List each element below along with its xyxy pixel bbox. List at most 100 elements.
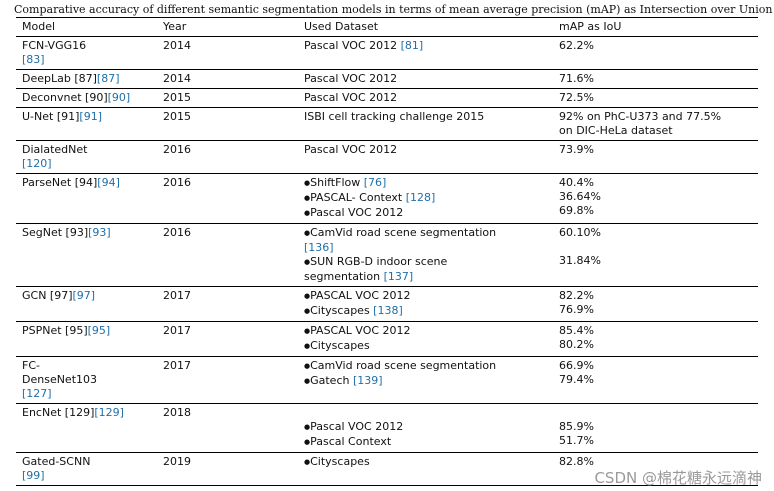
citation-link[interactable]: [87]	[96, 72, 120, 85]
citation-link[interactable]: [120]	[22, 157, 52, 170]
model-line: Deconvnet [90][90]	[22, 91, 151, 105]
map-cell: 92% on PhC-U373 and 77.5% on DIC-HeLa dat…	[553, 107, 758, 141]
map-value: 51.7%	[559, 434, 594, 447]
model-line: ParseNet [94][94]	[22, 176, 151, 190]
model-cell: FCN-VGG16 [83]	[16, 36, 157, 70]
citation-link[interactable]: [83]	[22, 53, 45, 66]
year-cell: 2016	[157, 223, 298, 287]
year-cell: 2015	[157, 88, 298, 108]
dataset-name: PASCAL- Context	[310, 191, 406, 204]
dataset-item: Pascal VOC 2012 [81]	[304, 39, 547, 53]
citation-link[interactable]: [99]	[22, 469, 45, 482]
model-line: EncNet [129][129]	[22, 406, 151, 420]
model-cell: SegNet [93][93]	[16, 223, 157, 287]
citation-link[interactable]: [136]	[304, 241, 334, 254]
model-name: DeepLab [87]	[22, 72, 97, 85]
map-value: on DIC-HeLa dataset	[559, 124, 673, 137]
dataset-cell: PASCAL VOC 2012 Cityscapes	[298, 321, 553, 357]
dataset-cell: Pascal VOC 2012 Pascal Context	[298, 403, 553, 453]
dataset-name: Pascal Context	[310, 435, 392, 448]
citation-link[interactable]: [94]	[97, 176, 120, 189]
model-line: Gated-SCNN	[22, 455, 91, 468]
dataset-name: segmentation	[304, 270, 384, 283]
model-line: [83]	[22, 53, 151, 67]
model-cell: DeepLab [87][87]	[16, 69, 157, 89]
map-cell: 72.5%	[553, 88, 758, 108]
citation-link[interactable]: [90]	[107, 91, 131, 104]
dataset-name: Gatech	[310, 374, 353, 387]
dataset-name: Pascal VOC 2012	[304, 91, 398, 104]
dataset-item: ShiftFlow [76]	[304, 176, 547, 191]
dataset-name: Pascal VOC 2012	[310, 420, 404, 433]
citation-link[interactable]: [81]	[400, 39, 424, 52]
citation-link[interactable]: [93]	[88, 226, 111, 239]
dataset-item: SUN RGB-D indoor scene	[304, 255, 547, 270]
map-cell: 66.9% 79.4%	[553, 356, 758, 404]
model-line: [127]	[22, 387, 151, 401]
citation-link[interactable]: [127]	[22, 387, 52, 400]
blank-line	[304, 406, 547, 420]
model-cell: Gated-SCNN [99]	[16, 452, 157, 486]
citation-link[interactable]: [137]	[383, 270, 414, 283]
citation-link[interactable]: [139]	[352, 374, 383, 387]
dataset-item: ISBI cell tracking challenge 2015	[304, 110, 547, 124]
model-name: EncNet [129]	[22, 406, 95, 419]
blank-line	[559, 240, 752, 254]
map-value: 85.4%	[559, 324, 594, 337]
year-cell: 2017	[157, 356, 298, 404]
model-line: FCN-VGG16	[22, 39, 87, 52]
dataset-name: CamVid road scene segmentation	[310, 359, 497, 372]
citation-link[interactable]: [138]	[373, 304, 403, 317]
citation-link[interactable]: [128]	[405, 191, 436, 204]
citation-link[interactable]: [95]	[87, 324, 111, 337]
map-value: 60.10%	[559, 226, 601, 239]
dataset-item: PASCAL VOC 2012	[304, 324, 547, 339]
model-cell: U-Net [91][91]	[16, 107, 157, 141]
model-line: DenseNet103	[22, 373, 98, 386]
watermark: CSDN @棉花糖永远滴神	[594, 469, 762, 487]
dataset-cell: Cityscapes	[298, 452, 553, 486]
dataset-item: Pascal VOC 2012	[304, 143, 547, 157]
year-cell: 2016	[157, 140, 298, 174]
year-cell: 2014	[157, 69, 298, 89]
citation-link[interactable]: [76]	[363, 176, 387, 189]
model-line: SegNet [93][93]	[22, 226, 151, 240]
table-row: DialatedNet [120] 2016 Pascal VOC 2012 73.9%	[16, 140, 758, 174]
map-cell: 60.10% 31.84%	[553, 223, 758, 287]
map-value: 36.64%	[559, 190, 601, 203]
model-cell: ParseNet [94][94]	[16, 173, 157, 224]
citation-link[interactable]: [97]	[72, 289, 96, 302]
year-cell: 2017	[157, 321, 298, 357]
model-line: [99]	[22, 469, 151, 483]
dataset-cell: CamVid road scene segmentation Gatech [13…	[298, 356, 553, 404]
dataset-name: CamVid road scene segmentation	[310, 226, 497, 239]
year-cell: 2017	[157, 286, 298, 322]
dataset-cell: Pascal VOC 2012 [81]	[298, 36, 553, 70]
table-row: EncNet [129][129]2018Pascal VOC 2012Pasc…	[16, 403, 758, 453]
model-name: Deconvnet [90]	[22, 91, 108, 104]
dataset-item: PASCAL- Context [128]	[304, 191, 547, 206]
map-value: 76.9%	[559, 303, 594, 316]
table-row: PSPNet [95][95] 2017 PASCAL VOC 2012 Citysc…	[16, 321, 758, 357]
map-value: 62.2%	[559, 39, 594, 52]
map-value: 85.9%	[559, 420, 594, 433]
map-value: 82.2%	[559, 289, 594, 302]
header-dataset: Used Dataset	[298, 17, 553, 37]
model-cell: GCN [97][97]	[16, 286, 157, 322]
model-line: U-Net [91][91]	[22, 110, 151, 124]
dataset-name: ShiftFlow	[310, 176, 364, 189]
dataset-name: Cityscapes	[310, 455, 370, 468]
table-row: Gated-SCNN[99]2019Cityscapes82.8%	[16, 452, 758, 486]
citation-link[interactable]: [129]	[94, 406, 124, 419]
model-cell: PSPNet [95][95]	[16, 321, 157, 357]
year-cell: 2019	[157, 452, 298, 486]
citation-link[interactable]: [91]	[79, 110, 102, 123]
dataset-cell: CamVid road scene segmentation [136]SUN R…	[298, 223, 553, 287]
header-year: Year	[157, 17, 298, 37]
model-name: U-Net [91]	[22, 110, 80, 123]
model-cell: FC- DenseNet103 [127]	[16, 356, 157, 404]
table-row: FCN-VGG16 [83] 2014 Pascal VOC 2012 [81] 62.…	[16, 36, 758, 70]
dataset-cell: ShiftFlow [76]PASCAL- Context [128]Pasca…	[298, 173, 553, 224]
table-row: SegNet [93][93]2016CamVid road scene seg…	[16, 223, 758, 287]
dataset-name: PASCAL VOC 2012	[310, 289, 411, 302]
